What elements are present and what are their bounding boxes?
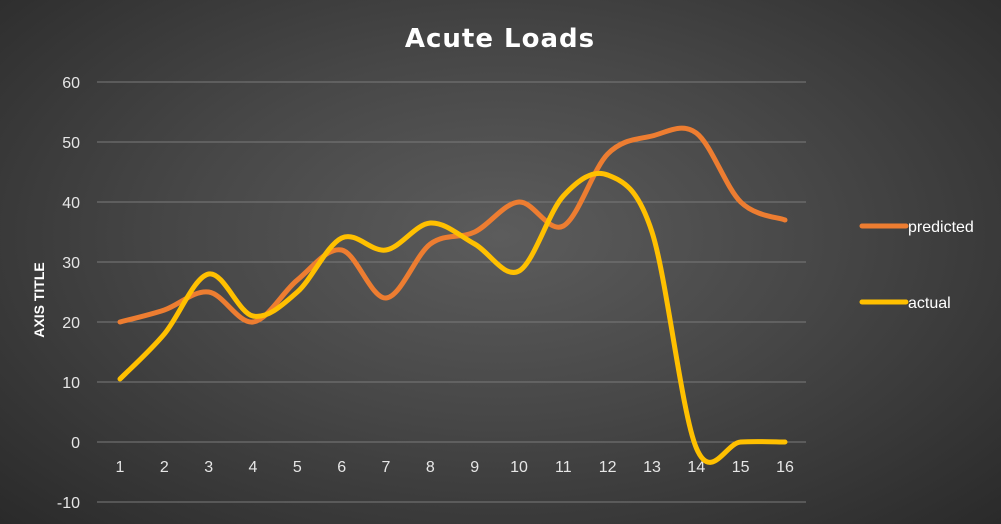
x-tick-label: 12: [599, 459, 617, 476]
series-lines: [117, 125, 788, 465]
x-tick-label: 10: [510, 459, 528, 476]
y-tick-label: 20: [62, 315, 80, 332]
y-tick-label: 60: [62, 75, 80, 92]
x-tick-label: 7: [382, 459, 391, 476]
x-tick-label: 4: [249, 459, 258, 476]
series-line-predicted: [117, 125, 788, 325]
y-axis-ticks: -10 0 10 20 30 40 50 60: [57, 75, 80, 512]
x-tick-label: 13: [643, 459, 661, 476]
chart-title: Acute Loads: [405, 24, 595, 54]
x-tick-label: 9: [470, 459, 479, 476]
x-tick-label: 8: [426, 459, 435, 476]
x-tick-label: 2: [160, 459, 169, 476]
x-tick-label: 5: [293, 459, 302, 476]
x-tick-label: 11: [555, 459, 572, 476]
x-tick-label: 14: [687, 459, 705, 476]
legend-label-actual: actual: [908, 295, 951, 312]
x-tick-label: 15: [732, 459, 750, 476]
y-tick-label: 40: [62, 195, 80, 212]
legend: predicted actual: [859, 219, 974, 312]
legend-label-predicted: predicted: [908, 219, 974, 236]
y-axis-title: AXIS TITLE: [31, 262, 47, 337]
series-line-actual: [117, 171, 788, 465]
gridlines: [97, 81, 806, 503]
x-axis-ticks: 1 2 3 4 5 6 7 8 9 10 11 12 13 14 15 16: [116, 459, 794, 476]
y-tick-label: 10: [62, 375, 80, 392]
x-tick-label: 16: [776, 459, 794, 476]
x-tick-label: 1: [116, 459, 125, 476]
y-tick-label: -10: [57, 495, 80, 512]
y-tick-label: 30: [62, 255, 80, 272]
x-tick-label: 3: [204, 459, 213, 476]
y-tick-label: 50: [62, 135, 80, 152]
y-tick-label: 0: [71, 435, 80, 452]
x-tick-label: 6: [337, 459, 346, 476]
